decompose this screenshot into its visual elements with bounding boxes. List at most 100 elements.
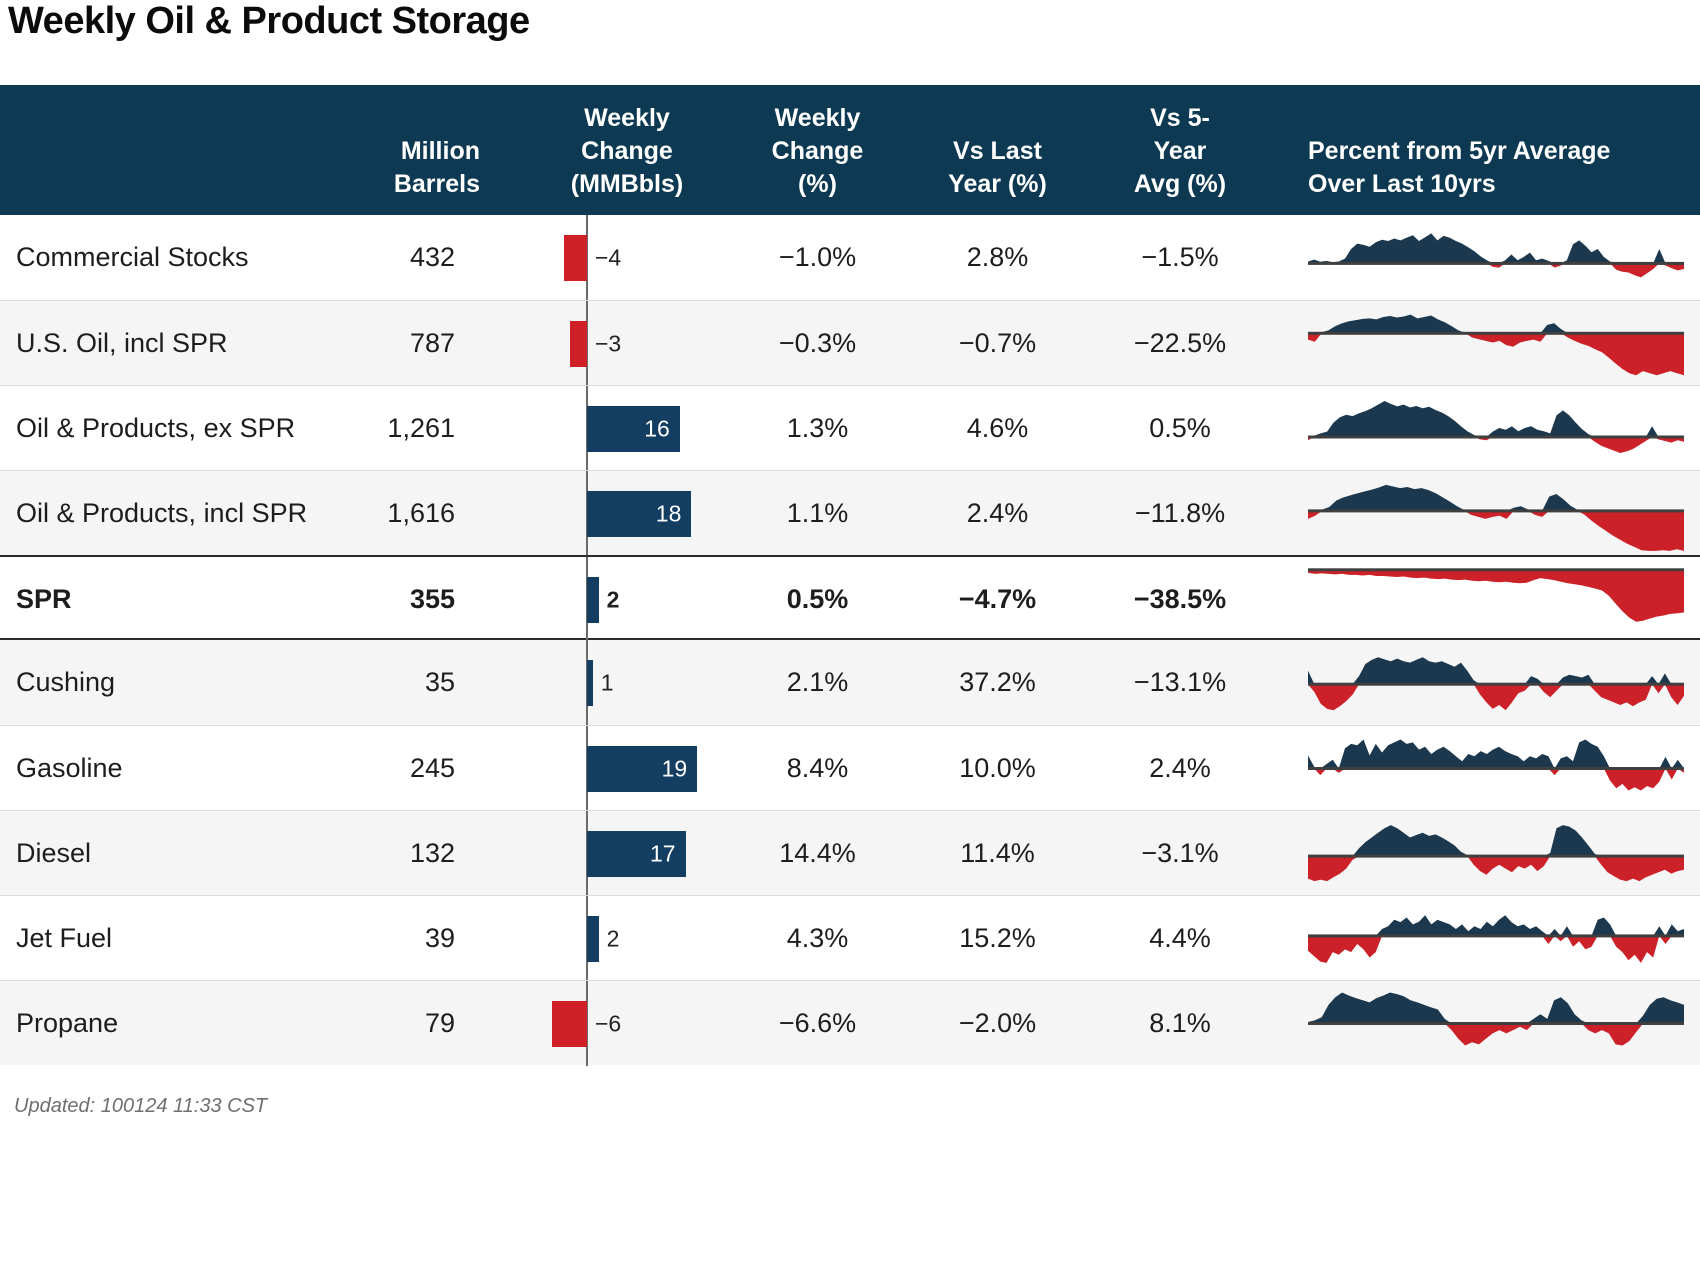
vs-5yr-avg-value: 4.4% bbox=[1149, 923, 1211, 953]
vs-last-year-value: 15.2% bbox=[959, 923, 1036, 953]
bar-chart-zero-axis bbox=[586, 215, 588, 300]
million-barrels-value: 132 bbox=[409, 838, 455, 868]
weekly-change-pct-value: 8.4% bbox=[786, 753, 849, 783]
bar-value-label: 17 bbox=[650, 840, 676, 866]
pct-from-5yr-avg-sparkline bbox=[1308, 825, 1684, 882]
sparkline-chart bbox=[1270, 471, 1700, 556]
row-label: Diesel bbox=[16, 838, 92, 868]
table-row: Commercial Stocks 432 −4 −1.0% 2.8% −1.5… bbox=[0, 215, 1700, 300]
million-barrels-value: 79 bbox=[424, 1008, 455, 1038]
header-weekly-change-mmbbls: Weekly Change (MMBbls) bbox=[570, 104, 684, 198]
vs-last-year-value: −0.7% bbox=[958, 328, 1037, 358]
million-barrels-value: 355 bbox=[409, 584, 455, 614]
weekly-change-pct-value: 0.5% bbox=[786, 584, 849, 614]
million-barrels-value: 39 bbox=[424, 923, 455, 953]
sparkline-chart bbox=[1270, 811, 1700, 896]
pct-from-5yr-avg-sparkline bbox=[1308, 657, 1684, 711]
bar-value-label: 18 bbox=[655, 500, 682, 526]
table-row: SPR 355 2 0.5% −4.7% −38.5% bbox=[0, 555, 1700, 642]
weekly-change-bar-chart: 19 bbox=[480, 726, 730, 811]
bar-chart-zero-axis bbox=[586, 301, 588, 386]
vs-5yr-avg-value: 8.1% bbox=[1149, 1008, 1211, 1038]
weekly-change-bar-chart: 2 bbox=[480, 557, 730, 642]
table-row: Oil & Products, incl SPR 1,616 18 1.1% 2… bbox=[0, 470, 1700, 556]
table-body: Commercial Stocks 432 −4 −1.0% 2.8% −1.5… bbox=[0, 215, 1700, 1066]
million-barrels-value: 1,616 bbox=[387, 498, 455, 528]
table-row: Cushing 35 1 2.1% 37.2% −13.1% bbox=[0, 640, 1700, 725]
vs-5yr-avg-value: −38.5% bbox=[1133, 584, 1227, 614]
weekly-change-pct-value: 4.3% bbox=[786, 923, 849, 953]
table-row: U.S. Oil, incl SPR 787 −3 −0.3% −0.7% −2… bbox=[0, 300, 1700, 386]
bar-value-label: −3 bbox=[595, 330, 622, 356]
sparkline-chart bbox=[1270, 640, 1700, 725]
header-vs-last-year: Vs Last Year (%) bbox=[948, 137, 1047, 198]
pct-from-5yr-avg-sparkline bbox=[1308, 992, 1684, 1046]
table-row: Jet Fuel 39 2 4.3% 15.2% 4.4% bbox=[0, 895, 1700, 981]
vs-last-year-value: −2.0% bbox=[958, 1008, 1037, 1038]
vs-last-year-value: 2.4% bbox=[966, 498, 1029, 528]
weekly-change-bar-chart: 2 bbox=[480, 896, 730, 981]
pct-from-5yr-avg-sparkline bbox=[1308, 568, 1684, 622]
page-title: Weekly Oil & Product Storage bbox=[8, 0, 530, 42]
million-barrels-value: 245 bbox=[409, 753, 455, 783]
weekly-change-bar bbox=[563, 234, 587, 281]
weekly-change-bar bbox=[587, 490, 692, 537]
table-row: Oil & Products, ex SPR 1,261 16 1.3% 4.6… bbox=[0, 385, 1700, 471]
weekly-change-bar-chart: 1 bbox=[480, 640, 730, 725]
weekly-change-bar-chart: −3 bbox=[480, 301, 730, 386]
pct-from-5yr-avg-sparkline bbox=[1308, 739, 1684, 791]
vs-last-year-value: 2.8% bbox=[966, 242, 1029, 272]
bar-value-label: 2 bbox=[606, 925, 620, 951]
weekly-change-bar bbox=[587, 576, 599, 623]
bar-value-label: 1 bbox=[600, 669, 614, 695]
updated-timestamp: Updated: 100124 11:33 CST bbox=[14, 1095, 268, 1117]
header-row-labels bbox=[0, 85, 345, 215]
weekly-change-bar bbox=[587, 405, 680, 452]
weekly-change-pct-value: 1.1% bbox=[786, 498, 849, 528]
sparkline-chart bbox=[1270, 726, 1700, 811]
pct-from-5yr-avg-sparkline bbox=[1308, 484, 1684, 551]
vs-5yr-avg-value: 2.4% bbox=[1149, 753, 1211, 783]
header-vs-5yr-avg: Vs 5- Year Avg (%) bbox=[1133, 104, 1227, 198]
weekly-change-pct-value: −6.6% bbox=[778, 1008, 857, 1038]
weekly-change-bar bbox=[587, 915, 599, 962]
pct-from-5yr-avg-sparkline bbox=[1308, 915, 1684, 963]
sparkline-chart bbox=[1270, 301, 1700, 386]
table-row: Gasoline 245 19 8.4% 10.0% 2.4% bbox=[0, 725, 1700, 811]
row-label: Oil & Products, ex SPR bbox=[16, 413, 296, 443]
bar-chart-zero-axis bbox=[586, 981, 588, 1066]
vs-last-year-value: 10.0% bbox=[959, 753, 1036, 783]
million-barrels-value: 432 bbox=[409, 242, 455, 272]
weekly-change-pct-value: −1.0% bbox=[778, 242, 857, 272]
weekly-change-pct-value: 14.4% bbox=[779, 838, 856, 868]
table-row: Propane 79 −6 −6.6% −2.0% 8.1% bbox=[0, 980, 1700, 1066]
weekly-change-pct-value: −0.3% bbox=[778, 328, 857, 358]
million-barrels-value: 35 bbox=[424, 667, 455, 697]
vs-5yr-avg-value: −1.5% bbox=[1141, 242, 1219, 272]
bar-value-label: 2 bbox=[606, 586, 620, 612]
header-weekly-change-pct: Weekly Change (%) bbox=[771, 104, 864, 198]
pct-from-5yr-avg-sparkline bbox=[1308, 233, 1684, 278]
weekly-change-bar-chart: 17 bbox=[480, 811, 730, 896]
pct-from-5yr-avg-sparkline bbox=[1308, 401, 1684, 453]
sparkline-chart bbox=[1270, 215, 1700, 300]
weekly-change-bar bbox=[587, 745, 698, 792]
row-label: Jet Fuel bbox=[16, 923, 113, 953]
sparkline-chart bbox=[1270, 557, 1700, 642]
million-barrels-value: 1,261 bbox=[387, 413, 455, 443]
bar-value-label: −6 bbox=[595, 1010, 622, 1036]
weekly-change-bar bbox=[587, 659, 593, 706]
row-label: SPR bbox=[16, 584, 72, 614]
bar-value-label: 19 bbox=[661, 755, 688, 781]
row-label: Oil & Products, incl SPR bbox=[16, 498, 308, 528]
table-header: Million Barrels Weekly Change (MMBbls) W… bbox=[0, 85, 1700, 215]
pct-from-5yr-avg-sparkline bbox=[1308, 314, 1684, 376]
million-barrels-value: 787 bbox=[409, 328, 455, 358]
vs-last-year-value: 37.2% bbox=[959, 667, 1036, 697]
weekly-change-bar-chart: −6 bbox=[480, 981, 730, 1066]
vs-last-year-value: −4.7% bbox=[958, 584, 1037, 614]
storage-table: Million Barrels Weekly Change (MMBbls) W… bbox=[0, 85, 1700, 1066]
weekly-change-bar bbox=[587, 830, 686, 877]
row-label: Gasoline bbox=[16, 753, 123, 783]
